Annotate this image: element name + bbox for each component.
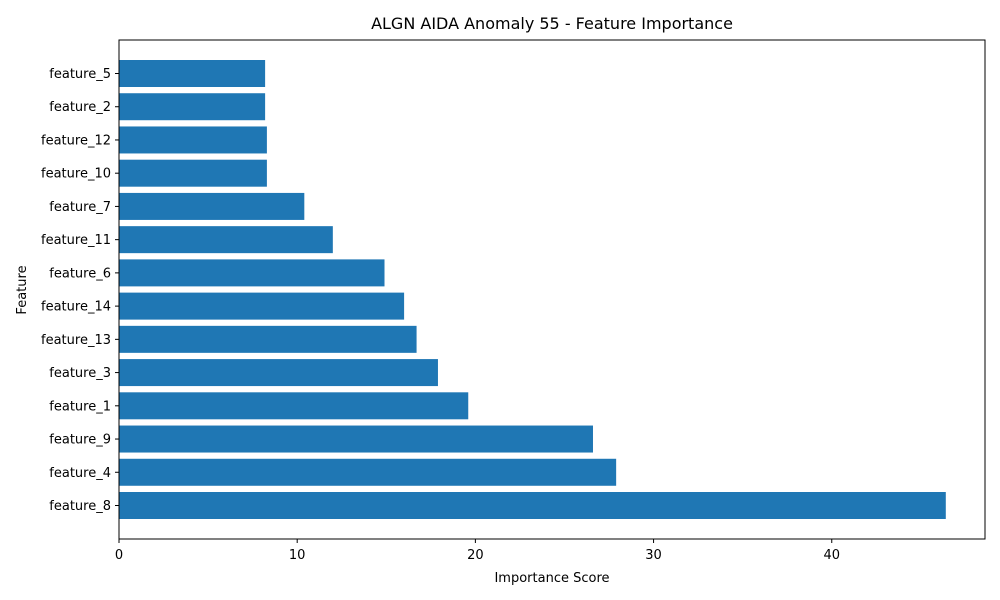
x-tick-label: 40 bbox=[823, 548, 840, 563]
y-tick-label: feature_4 bbox=[49, 466, 111, 481]
y-tick-label: feature_1 bbox=[49, 399, 111, 414]
y-axis-ticks: feature_8 feature_4 feature_9 feature_1 feat… bbox=[41, 67, 119, 514]
bar-feature_12 bbox=[119, 126, 267, 154]
bar-feature_2 bbox=[119, 93, 266, 121]
bar-feature_1 bbox=[119, 392, 469, 420]
y-tick-label: feature_13 bbox=[41, 333, 111, 348]
bar-feature_5 bbox=[119, 60, 266, 87]
bar-feature_9 bbox=[119, 425, 593, 453]
y-tick-label: feature_14 bbox=[41, 300, 111, 315]
bar-feature_8 bbox=[119, 492, 946, 519]
x-tick-label: 10 bbox=[289, 548, 306, 563]
y-tick-label: feature_8 bbox=[49, 499, 111, 514]
x-axis-ticks: 0 10 20 30 40 bbox=[115, 539, 840, 563]
y-tick-label: feature_6 bbox=[49, 266, 111, 281]
y-tick-label: feature_10 bbox=[41, 167, 111, 182]
bar-feature_13 bbox=[119, 325, 417, 353]
x-tick-label: 30 bbox=[645, 548, 662, 563]
y-tick-label: feature_7 bbox=[49, 200, 111, 215]
bar-feature_10 bbox=[119, 159, 267, 187]
bars-group bbox=[119, 60, 946, 519]
y-axis-title: Feature bbox=[15, 265, 30, 314]
y-tick-label: feature_5 bbox=[49, 67, 111, 82]
y-tick-label: feature_12 bbox=[41, 133, 111, 148]
bar-feature_3 bbox=[119, 359, 438, 387]
plot-frame bbox=[118, 39, 986, 540]
x-tick-label: 0 bbox=[115, 548, 123, 563]
y-tick-label: feature_9 bbox=[49, 433, 111, 448]
y-tick-label: feature_3 bbox=[49, 366, 111, 381]
y-tick-label: feature_2 bbox=[49, 100, 111, 115]
bar-feature_7 bbox=[119, 192, 305, 220]
x-axis-title: Importance Score bbox=[494, 571, 609, 586]
bar-feature_11 bbox=[119, 226, 333, 254]
chart-title: ALGN AIDA Anomaly 55 - Feature Importanc… bbox=[371, 14, 733, 33]
x-tick-label: 20 bbox=[467, 548, 484, 563]
bar-feature_4 bbox=[119, 458, 617, 486]
y-tick-label: feature_11 bbox=[41, 233, 111, 248]
bar-feature_14 bbox=[119, 292, 405, 320]
bar-feature_6 bbox=[119, 259, 385, 287]
